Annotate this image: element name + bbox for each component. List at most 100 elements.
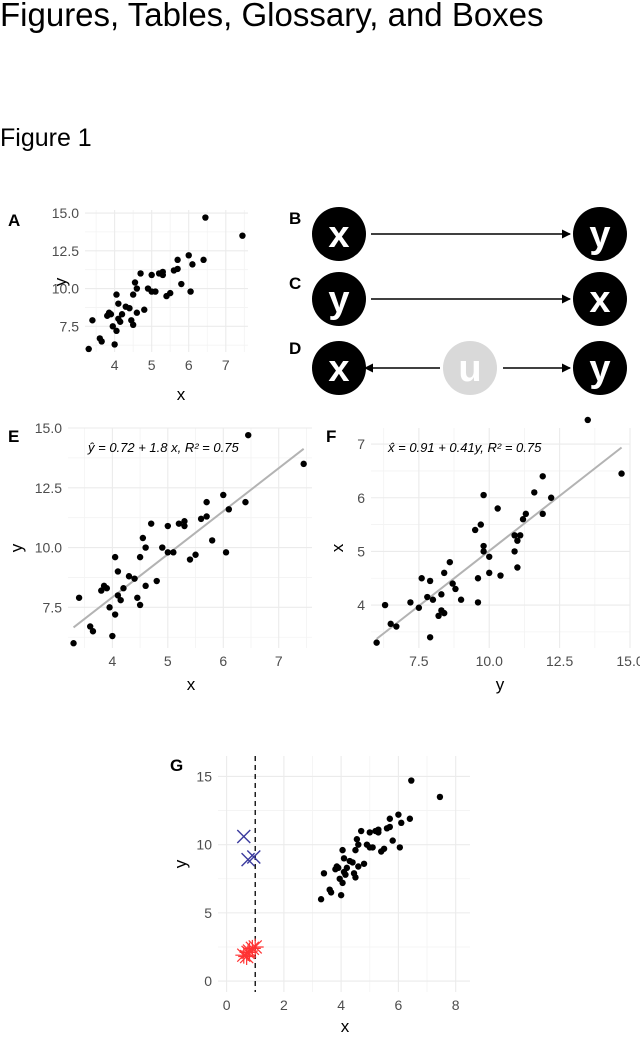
data-point xyxy=(185,252,192,259)
data-point xyxy=(539,473,546,480)
y-tick-label: 6 xyxy=(357,490,365,506)
data-point xyxy=(386,823,394,831)
data-point xyxy=(514,564,521,571)
data-point xyxy=(164,549,172,556)
data-point xyxy=(133,285,141,292)
data-point xyxy=(202,214,209,221)
data-point xyxy=(408,777,415,784)
data-point xyxy=(387,620,394,628)
data-point xyxy=(120,585,127,592)
data-point xyxy=(519,516,527,523)
data-point xyxy=(426,577,434,585)
data-point xyxy=(355,841,362,848)
data-point xyxy=(129,291,137,298)
data-point xyxy=(486,553,493,560)
diagram-d: x u y xyxy=(312,341,627,395)
x-tick-label: 2 xyxy=(280,997,288,1013)
y-axis-label: y xyxy=(51,277,70,286)
data-point xyxy=(471,526,479,534)
data-point xyxy=(474,575,482,582)
data-point xyxy=(192,551,199,558)
data-point xyxy=(440,569,448,577)
data-point xyxy=(352,846,359,854)
fit-line xyxy=(72,448,305,629)
data-point xyxy=(131,279,139,286)
data-point xyxy=(208,537,216,544)
data-point xyxy=(111,341,118,348)
data-point xyxy=(113,327,120,335)
y-tick-label: 15.0 xyxy=(52,205,79,221)
data-point xyxy=(186,556,194,563)
scatter-panel-f: 7.5 10.0 12.5 15.0 4 5 6 7 y x x̂ = 0.91 + 0.41y, … xyxy=(328,416,640,694)
data-point xyxy=(98,338,105,345)
figure-title: Figure 1 xyxy=(0,124,92,152)
y-tick-label: 5 xyxy=(204,905,212,921)
data-point xyxy=(480,542,487,550)
data-point xyxy=(340,855,348,862)
x-tick-label: 0 xyxy=(223,997,231,1013)
data-point xyxy=(111,611,119,618)
data-point xyxy=(106,604,113,611)
data-point xyxy=(339,846,346,854)
node-c-right xyxy=(573,272,627,326)
x-tick-label: 7 xyxy=(222,357,230,373)
y-tick-label: 7.5 xyxy=(43,599,63,615)
data-point xyxy=(398,819,405,827)
node-d-left xyxy=(312,341,366,395)
x-tick-label: 7.5 xyxy=(409,653,429,669)
data-point xyxy=(452,585,459,593)
data-point xyxy=(395,811,402,818)
data-point xyxy=(174,265,181,273)
data-point xyxy=(181,522,188,530)
data-point xyxy=(446,558,454,566)
panel-label-f: F xyxy=(326,427,336,446)
data-point xyxy=(584,416,591,424)
data-point xyxy=(164,522,172,530)
x-tick-label: 5 xyxy=(164,653,172,669)
data-point xyxy=(435,612,442,620)
y-tick-label: 5 xyxy=(357,543,365,559)
data-point xyxy=(153,577,160,585)
page-title: Figures, Tables, Glossary, and Boxes xyxy=(0,0,544,33)
y-axis-label: x xyxy=(328,543,347,552)
data-point xyxy=(109,632,116,640)
data-point xyxy=(618,470,625,477)
data-point xyxy=(317,896,325,903)
node-d-left-label: x xyxy=(328,348,349,390)
data-point xyxy=(477,521,484,528)
data-point xyxy=(85,345,92,353)
data-point xyxy=(360,860,368,867)
x-tick-label: 6 xyxy=(185,357,193,373)
data-point xyxy=(337,891,345,899)
data-point xyxy=(245,431,252,439)
node-d-latent-label: u xyxy=(458,348,481,390)
data-point xyxy=(547,494,555,501)
data-point xyxy=(181,518,188,525)
data-point xyxy=(114,592,122,599)
y-tick-label: 10.0 xyxy=(35,540,62,556)
node-d-right-label: y xyxy=(589,348,610,390)
data-point xyxy=(111,553,119,561)
data-point xyxy=(511,532,518,539)
data-point xyxy=(167,289,174,297)
panel-label-b: B xyxy=(289,209,301,228)
data-point xyxy=(415,604,423,611)
data-point xyxy=(389,837,396,844)
y-axis-label: y xyxy=(171,859,190,868)
data-point xyxy=(426,634,434,641)
data-point xyxy=(200,256,207,264)
x-axis-label: x xyxy=(177,385,186,404)
data-point xyxy=(147,520,155,527)
data-point xyxy=(86,623,94,630)
data-point xyxy=(539,510,546,518)
y-tick-label: 10 xyxy=(196,837,212,853)
y-tick-label: 7.5 xyxy=(60,318,80,334)
data-point xyxy=(393,623,400,630)
y-tick-label: 7 xyxy=(357,436,365,452)
data-point xyxy=(98,587,105,594)
x-axis-label: x xyxy=(341,1017,350,1036)
data-point xyxy=(418,575,425,582)
data-point xyxy=(514,537,521,544)
data-point xyxy=(497,572,504,579)
data-point xyxy=(118,311,126,318)
